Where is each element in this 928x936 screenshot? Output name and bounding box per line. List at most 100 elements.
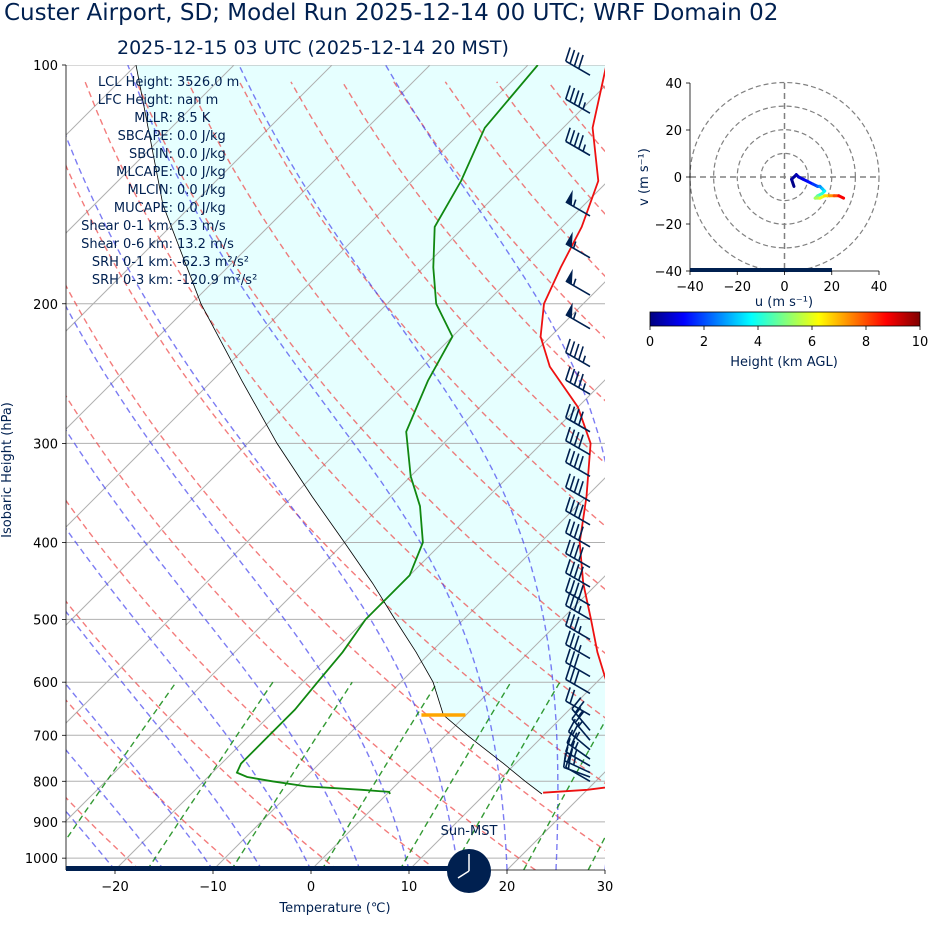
hodograph-y-tick-label: 0 [674, 171, 682, 186]
wind-barb-full [577, 92, 584, 107]
wind-barb-full [573, 52, 580, 67]
stat-value: 0.0 J/kg [177, 165, 226, 180]
hodograph-y-tick-label: 20 [665, 124, 682, 139]
dry-adiabat [66, 699, 239, 870]
wind-barb-full [573, 453, 580, 468]
clock-minute-hand [457, 870, 470, 879]
wind-barb [567, 718, 591, 751]
y-tick-label: 300 [33, 437, 58, 452]
wind-barb-half [572, 241, 577, 249]
wind-barb-full [569, 579, 576, 595]
y-tick-label: 1000 [25, 852, 58, 867]
mixing-ratio-line [146, 681, 274, 870]
moist-adiabat [238, 65, 559, 870]
dry-adiabat [547, 81, 605, 153]
stat-label: LCL Height: [98, 75, 173, 90]
wind-barb-full [573, 431, 580, 446]
colorbar-tick-label: 10 [912, 335, 928, 350]
wind-barb-full [569, 368, 576, 383]
colorbar [649, 311, 921, 327]
hodograph-segment [837, 194, 846, 200]
wind-barb [564, 448, 591, 477]
hodograph-x-tick-label: 40 [871, 280, 888, 295]
wind-barb-full [564, 559, 571, 574]
wind-barb-full [564, 127, 571, 142]
wind-barb-half [574, 741, 579, 750]
wind-barb-half [572, 312, 577, 320]
wind-barb-full [564, 47, 571, 62]
isotherm-line [66, 85, 605, 626]
mixing-ratio-line [451, 681, 561, 870]
mixing-ratio-line [399, 681, 512, 870]
wind-barb-full [573, 564, 580, 579]
wind-barb-half [575, 731, 581, 739]
wind-barb-full [564, 518, 571, 534]
wind-barb [564, 366, 591, 395]
wind-barb-full [577, 54, 584, 69]
wind-barb-full [569, 633, 576, 648]
wind-barb [564, 648, 591, 678]
wind-barb-full [564, 426, 571, 441]
dry-adiabat [66, 163, 605, 785]
wind-barb-flag [565, 268, 573, 285]
wind-barb [564, 85, 591, 114]
wind-barb-full [573, 670, 580, 685]
y-tick-label: 400 [33, 537, 58, 552]
wind-barb-full [564, 577, 571, 592]
wind-barb-full [569, 689, 576, 704]
stat-label: SBCAPE: [118, 129, 173, 144]
isotherm-line [66, 281, 605, 822]
wind-barb-half [572, 278, 577, 286]
isotherm-line [604, 869, 605, 870]
wind-barb-flag [565, 302, 573, 319]
wind-barb-full [569, 406, 576, 421]
dry-adiabat [187, 81, 605, 591]
wind-barb-half [582, 144, 587, 152]
wind-barb-full [571, 721, 580, 736]
stat-value: 0.0 J/kg [177, 183, 226, 198]
wind-barb [564, 611, 591, 641]
wind-barb [564, 338, 591, 368]
wind-barb-full [569, 450, 576, 466]
y-tick-label: 800 [33, 775, 58, 790]
moist-adiabat [66, 527, 312, 870]
wind-barb-full [569, 521, 576, 536]
stat-label: MUCAPE: [114, 201, 173, 216]
x-tick-label: −20 [101, 880, 128, 895]
stat-label: MLCAPE: [116, 165, 173, 180]
hodograph-y-tick-label: 40 [665, 77, 682, 92]
stat-value: -120.9 m²/s² [177, 273, 257, 288]
wind-barb-full [564, 448, 571, 463]
wind-barb-full [574, 700, 585, 714]
wind-barb [564, 426, 591, 456]
y-tick-label: 200 [33, 298, 58, 313]
stat-value: 13.2 m/s [177, 237, 234, 252]
wind-barb-full [564, 630, 571, 645]
colorbar-tick-label: 0 [646, 335, 654, 350]
wind-barb-full [577, 481, 584, 496]
stat-label: LFC Height: [98, 93, 173, 108]
wind-barb-full [564, 665, 571, 680]
clock-label: Sun-MST [441, 824, 498, 839]
moist-adiabat [66, 429, 361, 870]
stat-value: 3526.0 m [177, 75, 239, 90]
chart-subtitle: 2025-12-15 03 UTC (2025-12-14 20 MST) [117, 37, 509, 59]
wind-barb [564, 518, 591, 548]
colorbar-label: Height (km AGL) [730, 355, 838, 370]
wind-barb-full [564, 738, 571, 753]
wind-barb-full [573, 501, 580, 517]
y-tick-label: 900 [33, 816, 58, 831]
wind-barb-full [564, 473, 571, 488]
moist-adiabat [127, 65, 508, 870]
isotherm-line [66, 65, 235, 234]
y-tick-label: 700 [33, 729, 58, 744]
x-tick-label: 10 [401, 880, 418, 895]
wind-barb [564, 665, 591, 695]
isotherm-line [66, 65, 431, 430]
y-tick-label: 600 [33, 676, 58, 691]
wind-barb-full [569, 668, 576, 683]
moist-adiabat [66, 134, 459, 870]
stat-value: nan m [177, 93, 218, 108]
isotherm-line [66, 183, 605, 724]
